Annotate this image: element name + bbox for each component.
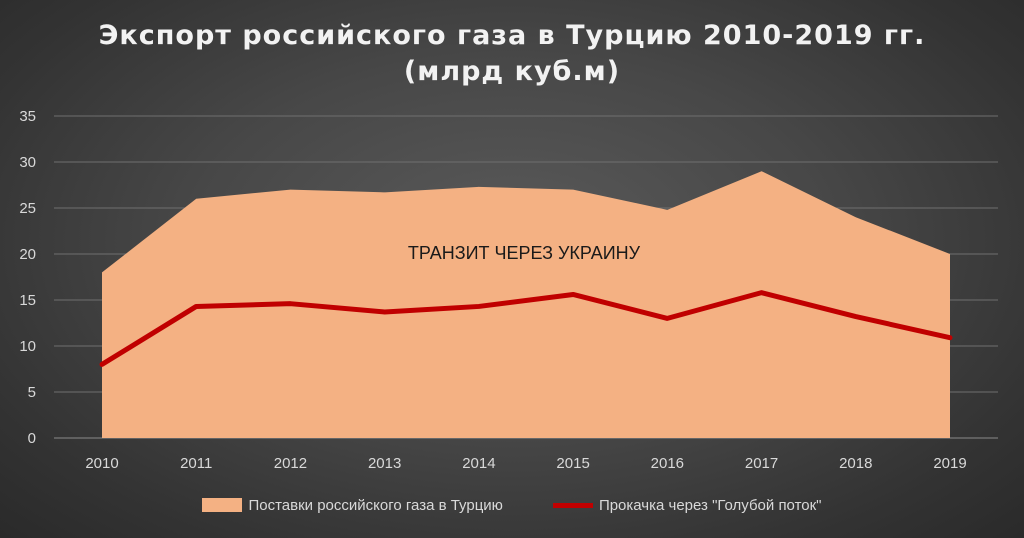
x-tick-label-2011: 2011	[180, 455, 212, 472]
line-series-blue-stream	[99, 290, 953, 367]
y-tick-label-10: 10	[19, 338, 36, 355]
chart-title-main: Экспорт российского газа в Турцию 2010-2…	[98, 20, 926, 51]
annotation-ukraine-transit: ТРАНЗИТ ЧЕРЕЗ УКРАИНУ	[408, 243, 641, 263]
x-tick-label-2012: 2012	[274, 455, 307, 472]
x-tick-label-2015: 2015	[556, 455, 589, 472]
y-tick-label-0: 0	[28, 430, 36, 447]
legend-swatch-area	[202, 498, 243, 512]
legend: Поставки российского газа в Турцию Прока…	[0, 493, 1024, 517]
legend-swatch-line	[552, 502, 593, 508]
x-tick-label-2013: 2013	[368, 455, 401, 472]
y-tick-label-20: 20	[19, 246, 36, 263]
x-tick-label-2010: 2010	[85, 455, 118, 472]
y-tick-label-25: 25	[19, 200, 36, 217]
legend-label-line: Прокачка через "Голубой поток"	[598, 496, 822, 514]
x-tick-label-2014: 2014	[462, 455, 495, 472]
area-series-supply	[102, 171, 950, 438]
y-tick-label-15: 15	[19, 292, 36, 309]
legend-item-area[interactable]: Поставки российского газа в Турцию	[202, 493, 503, 517]
x-tick-label-2018: 2018	[839, 455, 872, 472]
chart-title: Экспорт российского газа в Турцию 2010-2…	[0, 18, 1024, 90]
legend-item-line[interactable]: Прокачка через "Голубой поток"	[552, 493, 822, 517]
x-tick-label-2016: 2016	[651, 455, 684, 472]
legend-label-area: Поставки российского газа в Турцию	[248, 496, 503, 514]
y-tick-label-30: 30	[19, 154, 36, 171]
y-tick-label-5: 5	[28, 384, 36, 401]
x-tick-label-2019: 2019	[933, 455, 966, 472]
y-tick-label-35: 35	[19, 108, 36, 125]
x-tick-label-2017: 2017	[745, 455, 778, 472]
chart-title-sub: (млрд куб.м)	[403, 56, 621, 87]
